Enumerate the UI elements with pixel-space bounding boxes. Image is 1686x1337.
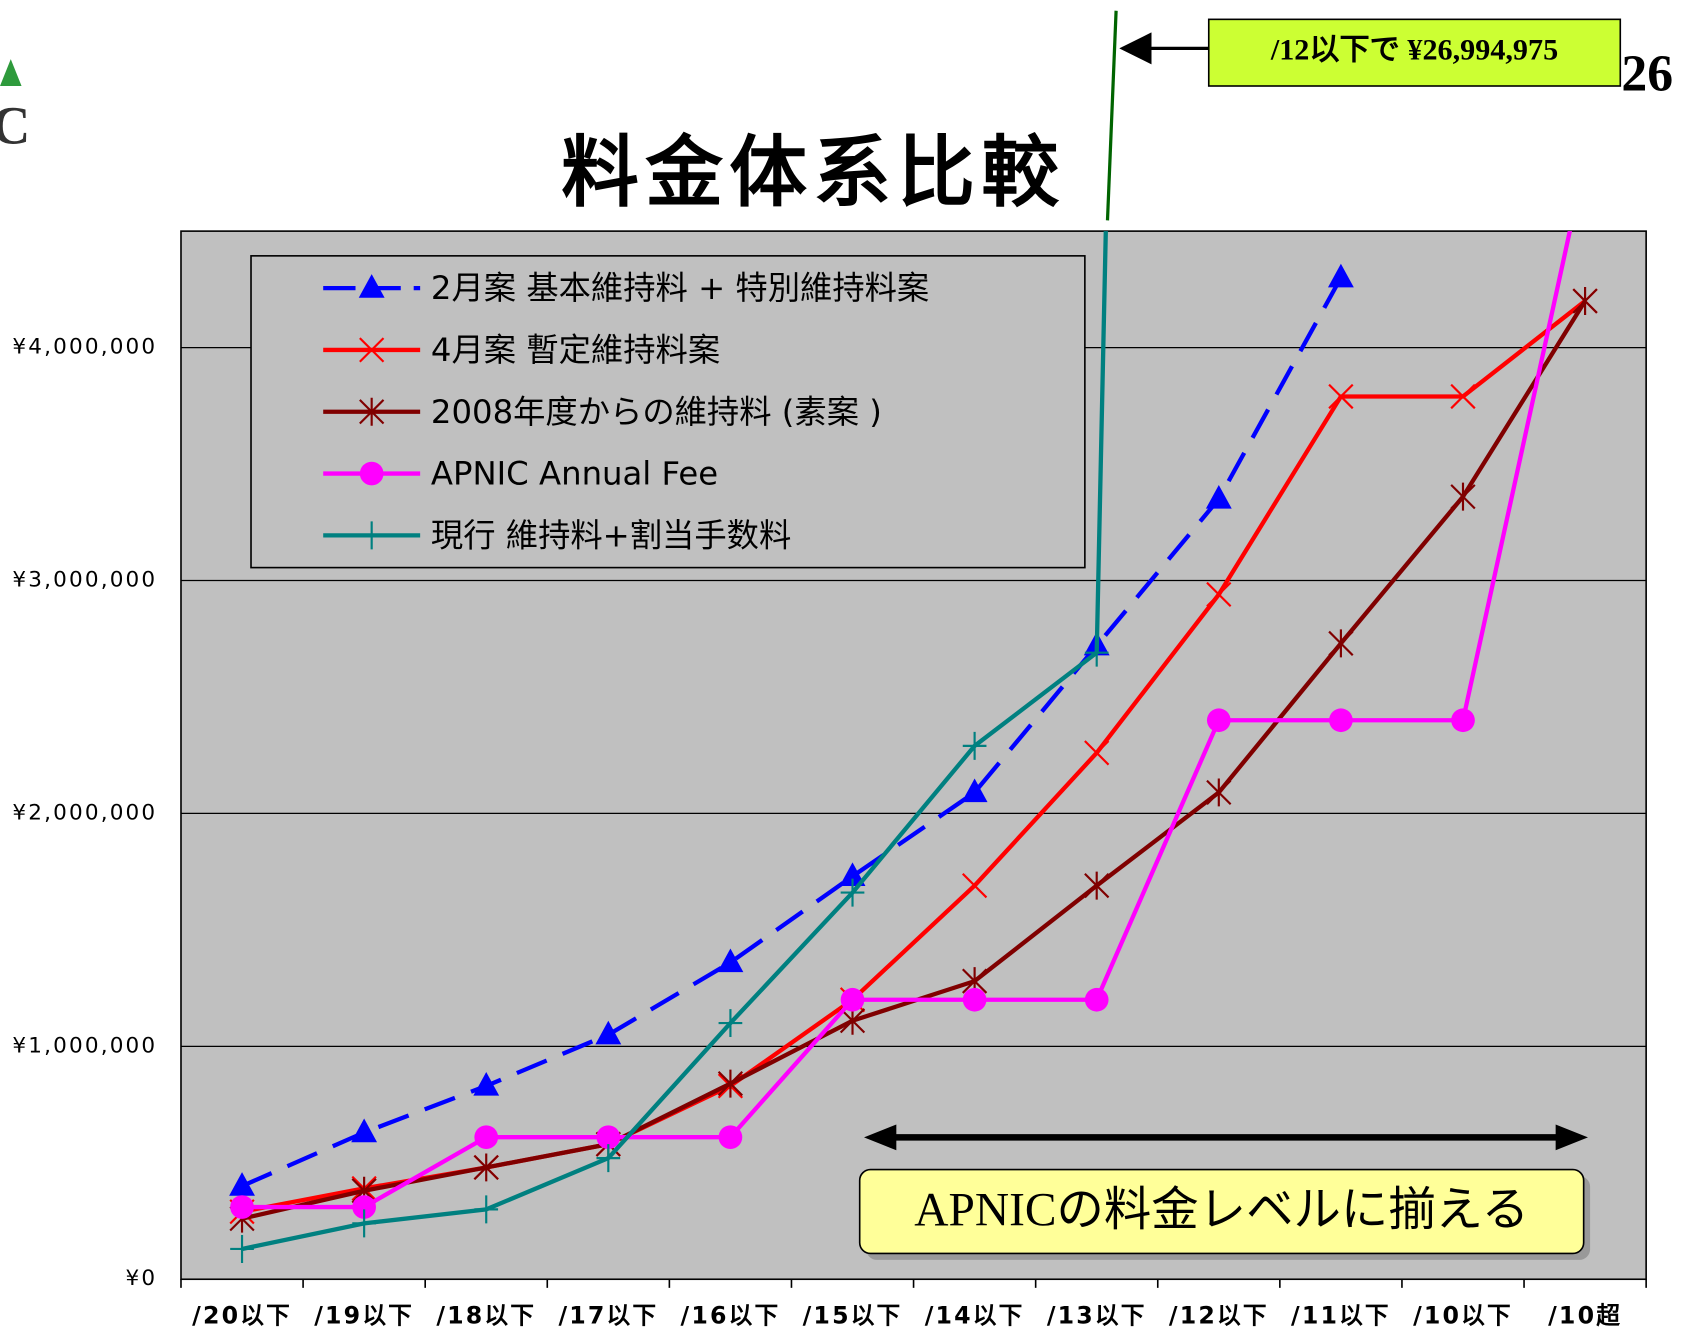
marker (962, 987, 987, 1012)
marker (961, 778, 988, 803)
marker (840, 987, 865, 1012)
x-tick-label: /15以下 (803, 1301, 903, 1329)
legend-label: 4月案 暫定維持料案 (431, 331, 720, 369)
annotation-box (1207, 18, 1622, 87)
y-tick-label: ¥0 (126, 1266, 158, 1291)
annotation: APNICの料金レベルに揃える (914, 1185, 1529, 1237)
series-line (242, 231, 1573, 1210)
marker (359, 521, 384, 550)
marker (1572, 287, 1598, 315)
marker (1573, 149, 1597, 173)
marker (1450, 383, 1476, 410)
x-tick-label: /19以下 (314, 1301, 414, 1329)
marker (596, 1125, 621, 1149)
x-tick-label: /10超 (1548, 1301, 1622, 1329)
x-tick-label: /14以下 (925, 1301, 1025, 1329)
marker (474, 1125, 499, 1149)
marker (352, 1209, 376, 1238)
x-tick-label: /11以下 (1291, 1301, 1391, 1329)
marker (230, 1195, 254, 1219)
svg-text:C: C (0, 96, 30, 156)
y-tick-label: ¥3,000,000 (12, 568, 157, 593)
marker (1450, 482, 1476, 511)
marker (352, 1195, 376, 1219)
marker (229, 1172, 255, 1196)
y-tick-label: ¥1,000,000 (12, 1033, 157, 1058)
marker (473, 1153, 499, 1182)
legend-label: APNIC Annual Fee (431, 455, 718, 493)
marker (1328, 383, 1354, 410)
legend-label: 2008年度からの維持料 (素案 ) (431, 393, 882, 431)
marker (1084, 987, 1109, 1012)
legend-label: 現行 維持料+割当手数料 (431, 517, 791, 555)
marker (1206, 778, 1232, 807)
marker (1084, 638, 1109, 667)
marker (962, 731, 987, 760)
x-tick-label: /12以下 (1169, 1301, 1269, 1329)
marker (351, 1118, 378, 1143)
x-tick-label: /13以下 (1047, 1301, 1147, 1329)
marker (1329, 708, 1353, 733)
x-tick-label: /17以下 (558, 1301, 658, 1329)
marker (717, 1069, 744, 1098)
series-line (241, 276, 1343, 1189)
marker (1327, 263, 1354, 288)
marker (1084, 740, 1110, 766)
x-tick-label: /16以下 (681, 1301, 781, 1329)
marker (1328, 629, 1354, 658)
y-tick-label: ¥2,000,000 (12, 800, 157, 825)
leader-line (1105, 10, 1118, 221)
marker (359, 337, 385, 363)
marker (839, 862, 866, 886)
marker (358, 274, 385, 298)
x-tick-label: /18以下 (436, 1301, 536, 1329)
marker (1451, 708, 1475, 733)
marker (1206, 581, 1232, 608)
marker (1205, 485, 1232, 509)
x-tick-label: /20以下 (192, 1301, 292, 1329)
x-tick-label: /10以下 (1413, 1301, 1513, 1329)
marker (962, 873, 988, 899)
y-tick-label: ¥4,000,000 (12, 335, 157, 360)
annotation-box (858, 1168, 1585, 1255)
marker (596, 1144, 621, 1173)
marker (595, 1020, 622, 1045)
marker (359, 397, 385, 426)
marker (718, 1125, 743, 1149)
marker (474, 1195, 499, 1224)
marker (473, 1071, 500, 1096)
marker (840, 878, 865, 907)
marker (1084, 871, 1110, 900)
marker (230, 1234, 254, 1263)
marker (359, 461, 384, 486)
marker (717, 948, 744, 973)
annotation: 26 (1621, 45, 1673, 102)
chart-title: 料金体系比較 (561, 128, 1065, 218)
logo: C (0, 59, 30, 155)
marker (1206, 708, 1231, 733)
annotation: /12以下で ¥26,994,975 (1270, 33, 1558, 67)
legend-label: 2月案 基本維持料 + 特別維持料案 (431, 269, 929, 307)
marker (718, 1009, 743, 1038)
